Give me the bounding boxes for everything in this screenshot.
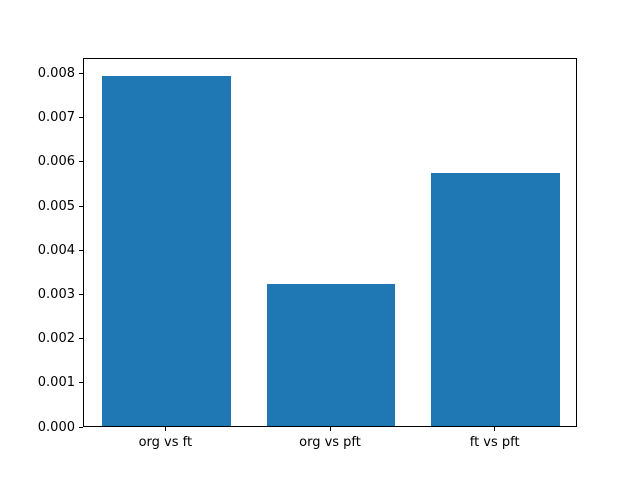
bar-org-vs-pft — [266, 284, 396, 426]
y-tick-mark — [79, 338, 83, 340]
bar-ft-vs-pft — [431, 173, 560, 426]
x-tick-mark — [494, 427, 496, 431]
y-tick-label: 0.004 — [37, 242, 75, 258]
y-tick-label: 0.008 — [37, 65, 75, 81]
x-tick-label: ft vs pft — [469, 435, 520, 450]
y-tick-mark — [79, 426, 83, 428]
y-tick-label: 0.003 — [37, 286, 75, 302]
plot-area — [83, 58, 577, 427]
x-tick-mark — [329, 427, 331, 431]
y-tick-mark — [79, 161, 83, 163]
y-tick-mark — [79, 117, 83, 119]
y-tick-label: 0.002 — [37, 331, 75, 347]
x-tick-label: org vs ft — [138, 435, 193, 450]
y-tick-mark — [79, 382, 83, 384]
bar-org-vs-ft — [102, 75, 231, 426]
y-tick-label: 0.007 — [37, 110, 75, 126]
x-tick-label: org vs pft — [299, 435, 361, 450]
y-tick-label: 0.005 — [37, 198, 75, 214]
y-tick-mark — [79, 205, 83, 207]
y-tick-mark — [79, 72, 83, 74]
y-tick-label: 0.001 — [37, 375, 75, 391]
y-tick-label: 0.006 — [37, 154, 75, 170]
y-tick-mark — [79, 293, 83, 295]
y-tick-label: 0.000 — [37, 419, 75, 435]
y-tick-mark — [79, 249, 83, 251]
x-tick-mark — [164, 427, 166, 431]
